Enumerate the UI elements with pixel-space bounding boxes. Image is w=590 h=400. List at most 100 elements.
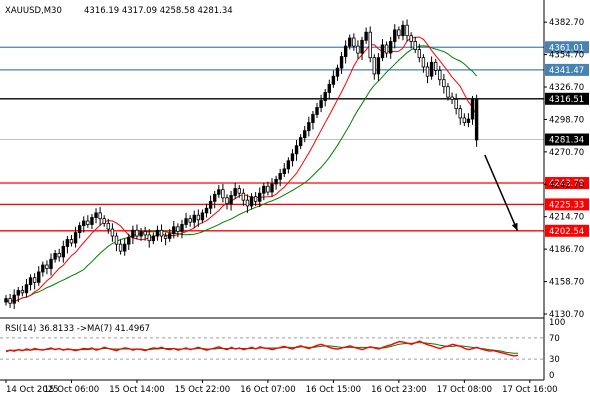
- candle-body: [413, 41, 417, 50]
- candle-body: [352, 37, 356, 47]
- candle-body: [110, 228, 115, 237]
- candle-body: [364, 31, 368, 41]
- candle-body: [417, 49, 422, 59]
- candle-body: [331, 75, 336, 85]
- candle-body: [266, 185, 270, 193]
- rsi-line: [5, 340, 519, 357]
- x-tick-label: 15 Oct 14:00: [109, 385, 164, 395]
- rsi-panel: 100 70 30 0: [0, 318, 565, 381]
- price-line-tag: [545, 63, 589, 76]
- candle-body: [77, 225, 82, 233]
- candle-body: [348, 37, 352, 47]
- candle-body: [86, 220, 90, 225]
- price-line-tag: [545, 41, 589, 54]
- candle-body: [339, 56, 344, 69]
- candle-body: [176, 226, 180, 232]
- price-line-label: 4202.54: [549, 227, 584, 237]
- candle-body: [41, 264, 45, 273]
- candle-body: [4, 298, 8, 303]
- candle-body: [94, 212, 98, 218]
- candle-body: [303, 130, 307, 139]
- candle-body: [200, 212, 205, 221]
- rsi-level-label: 30: [549, 355, 560, 365]
- candle-body: [32, 277, 37, 283]
- candle-body: [294, 145, 299, 155]
- main-plot-area: [0, 0, 544, 318]
- price-line-label: 4281.34: [549, 136, 584, 146]
- candle-body: [20, 290, 25, 294]
- x-tick-label: 16 Oct 23:00: [371, 385, 426, 395]
- candle-body: [258, 192, 262, 202]
- candle-body: [233, 188, 237, 196]
- candle-body: [442, 79, 446, 88]
- candle-body: [429, 61, 434, 77]
- ohlc-values: 4316.19 4317.09 4258.58 4281.34: [84, 6, 233, 16]
- candle-body: [196, 214, 201, 221]
- candle-body: [278, 173, 282, 180]
- fast-ma-line: [5, 36, 478, 303]
- candle-body: [65, 239, 70, 247]
- candle-body: [335, 67, 340, 77]
- candle-body: [118, 243, 123, 252]
- slow-ma-line: [5, 45, 477, 303]
- candle-body: [159, 229, 164, 237]
- candle-body: [114, 235, 119, 245]
- candle-body: [425, 66, 430, 77]
- candle-body: [188, 218, 192, 223]
- candle-body: [49, 258, 53, 269]
- price-line-tag: [545, 133, 589, 146]
- x-tick-label: 15 Oct 22:00: [175, 385, 230, 395]
- candle-body: [458, 108, 462, 119]
- candle-body: [372, 57, 377, 75]
- price-line-tag: [545, 224, 589, 237]
- candle-body: [98, 212, 102, 220]
- candle-body: [241, 192, 246, 201]
- candle-body: [368, 31, 372, 59]
- price-line-label: 4341.47: [549, 66, 584, 76]
- candle-body: [388, 41, 393, 54]
- y-tick-label: 4298.70: [549, 115, 584, 125]
- candle-body: [384, 44, 389, 54]
- candle-body: [319, 100, 323, 108]
- candle-body: [253, 196, 258, 202]
- y-tick-label: 4382.70: [549, 18, 584, 28]
- candle-body: [286, 160, 291, 170]
- candle-body: [380, 44, 385, 59]
- price-axis: 4382.70 4354.70 4326.70 4298.70 4270.70 4242.…: [0, 0, 584, 381]
- candle-body: [462, 117, 467, 123]
- candle-body: [217, 189, 221, 195]
- candle-body: [106, 222, 111, 230]
- candle-body: [155, 229, 160, 237]
- y-tick-label: 4270.70: [549, 148, 584, 158]
- x-tick-label: 17 Oct 16:00: [502, 385, 557, 395]
- x-tick-label: 14 Oct 2025: [6, 385, 59, 395]
- candle-body: [204, 207, 209, 214]
- candle-body: [323, 92, 327, 101]
- candle-body: [262, 185, 266, 194]
- moving-averages: [5, 36, 478, 303]
- candle-body: [409, 35, 413, 42]
- y-tick-label: 4158.70: [549, 278, 584, 288]
- arrow-head: [511, 222, 518, 231]
- price-line-tag: [545, 177, 589, 190]
- candle-body: [61, 246, 65, 258]
- rsi-level-label: 100: [549, 318, 565, 328]
- price-line-label: 4243.78: [549, 179, 584, 189]
- candle-body: [360, 39, 364, 54]
- candle-body: [122, 243, 127, 252]
- candle-body: [221, 189, 225, 199]
- y-tick-label: 4326.70: [549, 83, 584, 93]
- symbol-label: XAUUSD,M30: [5, 6, 62, 16]
- candle-body: [237, 188, 241, 194]
- price-line-tag: [545, 198, 589, 211]
- x-tick-label: 15 Oct 06:00: [44, 385, 99, 395]
- candle-body: [172, 226, 176, 235]
- candlestick-series: [4, 19, 479, 310]
- candle-body: [245, 199, 250, 207]
- candle-body: [421, 57, 426, 68]
- y-tick-label: 4130.70: [549, 310, 584, 320]
- candle-body: [249, 196, 254, 207]
- candle-body: [397, 29, 401, 37]
